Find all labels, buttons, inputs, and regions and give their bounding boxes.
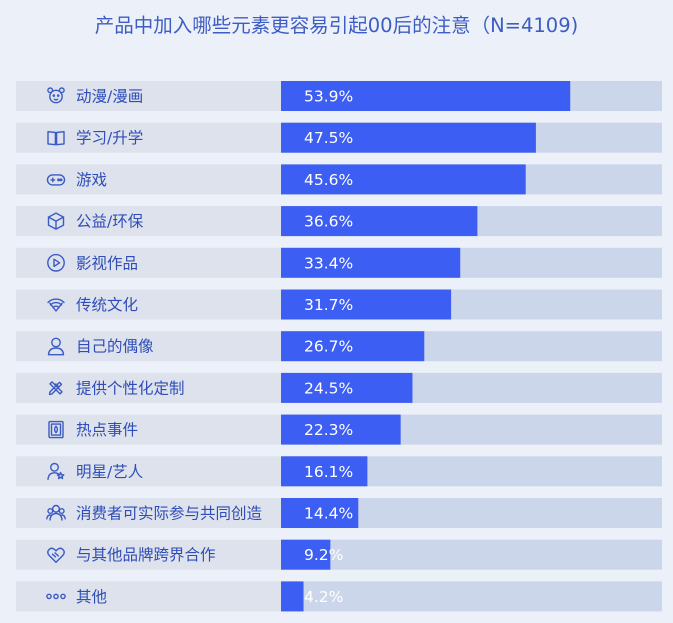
bar-category-1 [281, 122, 536, 153]
category-label: 消费者可实际参与共同创造 [76, 505, 263, 523]
value-label: 36.6% [304, 213, 353, 231]
gamepad-icon [46, 174, 66, 186]
category-label: 提供个性化定制 [76, 379, 185, 397]
handshake-icon [47, 547, 65, 563]
bar-category-2 [281, 164, 526, 195]
value-label: 22.3% [304, 421, 353, 439]
label-band [16, 539, 281, 570]
label-band [16, 581, 281, 612]
label-band [16, 414, 281, 445]
pencil-ruler-icon [48, 381, 63, 396]
value-label: 47.5% [304, 129, 353, 147]
bar-category-0 [281, 81, 571, 111]
category-label: 动漫/漫画 [76, 88, 143, 106]
label-band [16, 289, 281, 320]
value-label: 45.6% [304, 171, 353, 189]
value-label: 31.7% [304, 296, 353, 314]
category-label: 公益/环保 [76, 213, 144, 231]
bar-category-7 [281, 372, 413, 403]
fan-icon [47, 298, 65, 312]
value-label: 24.5% [304, 379, 353, 397]
value-label: 4.2% [304, 588, 343, 606]
category-label: 明星/艺人 [76, 463, 143, 481]
value-label: 9.2% [304, 546, 343, 564]
bar-category-10 [281, 498, 359, 528]
news-icon [48, 420, 64, 439]
label-band [16, 164, 281, 195]
bar-category-3 [281, 206, 478, 237]
dots-icon [46, 593, 66, 600]
bar-track [281, 581, 662, 612]
category-label: 学习/升学 [76, 129, 143, 147]
bar-category-11 [281, 539, 331, 570]
value-label: 16.1% [304, 463, 353, 481]
label-band [16, 372, 281, 403]
value-label: 26.7% [304, 338, 353, 356]
value-label: 53.9% [304, 88, 353, 106]
bar-track [281, 539, 662, 570]
label-band [16, 456, 281, 487]
category-label: 影视作品 [76, 254, 138, 272]
bar-category-12 [281, 581, 304, 612]
value-label: 33.4% [304, 254, 353, 272]
label-band [16, 122, 281, 153]
category-label: 热点事件 [76, 421, 138, 439]
category-label: 与其他品牌跨界合作 [76, 546, 216, 564]
bar-category-9 [281, 456, 368, 487]
label-band [16, 81, 281, 111]
bar-category-8 [281, 414, 401, 445]
bar-category-6 [281, 331, 425, 362]
book-icon [47, 130, 65, 146]
category-label: 其他 [76, 588, 107, 606]
play-icon [47, 253, 65, 272]
bear-icon [47, 87, 65, 104]
value-label: 14.4% [304, 505, 353, 523]
label-band [16, 331, 281, 362]
star-person-icon [47, 462, 65, 480]
label-band [16, 206, 281, 237]
category-label: 自己的偶像 [76, 338, 154, 356]
chart-title: 产品中加入哪些元素更容易引起00后的注意（N=4109) [94, 14, 579, 37]
bar-category-5 [281, 289, 452, 320]
category-label: 游戏 [76, 171, 107, 189]
bar-category-4 [281, 247, 461, 278]
group-icon [46, 504, 66, 521]
person-icon [47, 337, 65, 356]
cube-icon [47, 212, 65, 230]
category-label: 传统文化 [76, 296, 138, 314]
label-band [16, 247, 281, 278]
